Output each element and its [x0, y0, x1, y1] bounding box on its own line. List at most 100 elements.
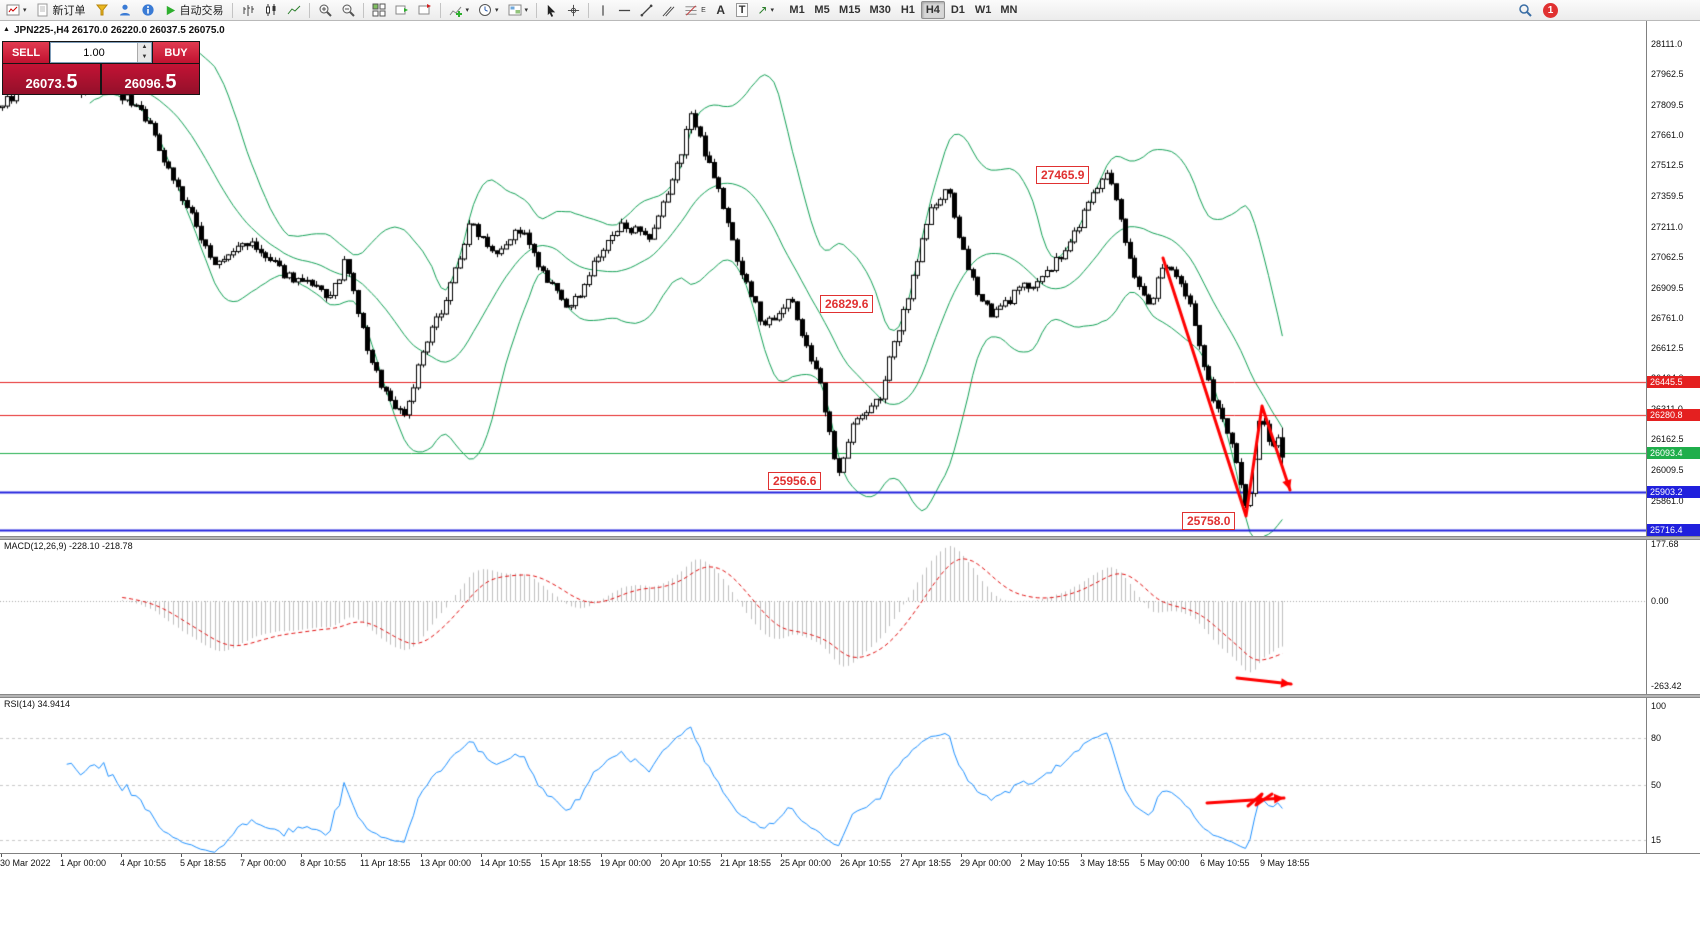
price-callout: 27465.9 [1036, 165, 1090, 184]
arrow-shape-icon: ↗ [757, 3, 768, 17]
timeframe-mn[interactable]: MN [1000, 4, 1018, 16]
sell-button[interactable]: SELL [3, 42, 49, 63]
panel-separator[interactable] [0, 536, 1700, 540]
timeframe-h4[interactable]: H4 [920, 1, 945, 19]
price-tag: 26093.4 [1647, 447, 1700, 460]
timeframe-w1[interactable]: W1 [974, 4, 992, 16]
time-axis-tick [61, 854, 62, 857]
navigator-button[interactable] [114, 1, 136, 19]
autotrading-button[interactable]: 自动交易 [160, 1, 228, 19]
sell-price[interactable]: 26073. 5 [3, 64, 100, 94]
price-axis-label: 25861.0 [1651, 495, 1684, 506]
label-tool-button[interactable]: T [732, 1, 753, 19]
macd-axis-label: -263.42 [1651, 681, 1682, 691]
time-axis-tick [541, 854, 542, 857]
toolbar-separator [439, 2, 441, 18]
shapes-tool-button[interactable]: ↗ ▾ [753, 1, 778, 19]
crosshair-icon [567, 4, 580, 16]
time-axis-label: 20 Apr 10:55 [660, 858, 712, 868]
trendline-tool-button[interactable] [636, 1, 657, 19]
timeframe-m15[interactable]: M15 [839, 4, 861, 16]
price-axis[interactable]: 28111.0 27962.5 27809.5 27661.0 27512.5 27359… [1646, 21, 1700, 853]
macd-canvas[interactable] [0, 540, 1646, 694]
timeframe-m1[interactable]: M1 [789, 4, 805, 16]
channel-tool-button[interactable] [658, 1, 679, 19]
notification-badge[interactable]: 1 [1543, 2, 1558, 18]
templates-button[interactable]: ▾ [504, 1, 533, 19]
time-axis-label: 2 May 10:55 [1020, 858, 1070, 868]
text-a-icon: A [716, 3, 726, 17]
price-axis-label: 27211.0 [1651, 221, 1683, 232]
price-axis-label: 27062.5 [1651, 251, 1684, 262]
search-icon [1519, 4, 1532, 17]
line-chart-mode-button[interactable] [283, 1, 305, 19]
time-axis-label: 11 Apr 18:55 [360, 858, 411, 868]
time-axis-tick [841, 854, 842, 857]
time-axis-tick [481, 854, 482, 857]
new-chart-icon [6, 4, 20, 16]
timeframe-d1[interactable]: D1 [950, 4, 965, 16]
price-callout: 26829.6 [820, 294, 874, 313]
macd-axis-label: 177.68 [1651, 539, 1679, 549]
crosshair-button[interactable] [563, 1, 584, 19]
time-axis-tick [1261, 854, 1262, 857]
price-callout: 25956.6 [768, 472, 822, 491]
volume-increase-button[interactable]: ▲ [138, 43, 151, 53]
fibonacci-icon [685, 5, 697, 15]
new-chart-button[interactable]: ▾ [2, 1, 31, 19]
data-window-button[interactable] [91, 1, 113, 19]
horizontal-line-tool-button[interactable] [614, 1, 635, 19]
price-tag: 25716.4 [1647, 523, 1700, 536]
rsi-axis-label: 80 [1651, 732, 1662, 743]
chart-shift-button[interactable] [414, 1, 436, 19]
auto-scroll-button[interactable] [391, 1, 413, 19]
search-button[interactable] [1514, 1, 1536, 19]
new-order-button[interactable]: 新订单 [32, 1, 90, 19]
candlestick-mode-button[interactable] [260, 1, 282, 19]
buy-price[interactable]: 26096. 5 [102, 64, 199, 94]
rsi-title: RSI(14) 34.9414 [4, 699, 71, 709]
zoom-out-button[interactable] [337, 1, 359, 19]
time-axis-label: 6 May 10:55 [1200, 858, 1250, 868]
zoom-in-button[interactable] [314, 1, 336, 19]
time-axis-label: 29 Apr 00:00 [960, 858, 1012, 868]
main-chart-canvas[interactable] [0, 21, 1646, 536]
sell-price-pips: 5 [66, 71, 78, 93]
horizontal-line-icon [618, 9, 631, 11]
sell-price-main: 26073. [25, 76, 66, 91]
rsi-canvas[interactable] [0, 698, 1646, 853]
periods-button[interactable]: ▾ [474, 1, 503, 19]
buy-button[interactable]: BUY [153, 42, 199, 63]
vertical-line-tool-button[interactable] [593, 1, 613, 19]
cursor-button[interactable] [541, 1, 562, 19]
toolbar-separator [588, 2, 590, 18]
volume-spinner: ▲ ▼ [137, 43, 151, 62]
price-axis-label: 26761.0 [1651, 312, 1684, 323]
dropdown-caret-icon: ▾ [23, 6, 27, 14]
price-axis-label: 27809.5 [1651, 100, 1684, 111]
time-axis[interactable]: 30 Mar 2022 1 Apr 00:00 4 Apr 10:55 5 Apr 1… [0, 853, 1700, 871]
time-axis-tick [1081, 854, 1082, 857]
clock-icon [479, 4, 492, 16]
bar-chart-icon [243, 5, 254, 16]
timeframe-h1[interactable]: H1 [900, 4, 915, 16]
bar-chart-mode-button[interactable] [237, 1, 259, 19]
text-tool-button[interactable]: A [711, 1, 731, 19]
panel-separator[interactable] [0, 694, 1700, 698]
indicators-button[interactable]: ▾ [445, 1, 474, 19]
timeframe-m5[interactable]: M5 [814, 4, 830, 16]
fibonacci-tool-button[interactable]: E [680, 1, 710, 19]
channel-icon [662, 5, 675, 16]
volume-input[interactable] [51, 43, 137, 62]
volume-decrease-button[interactable]: ▼ [138, 52, 151, 62]
cursor-arrow-icon [547, 4, 556, 17]
time-axis-tick [661, 854, 662, 857]
info-icon [141, 4, 154, 16]
terminal-info-button[interactable] [137, 1, 159, 19]
tile-windows-button[interactable] [368, 1, 390, 19]
buy-price-main: 26096. [124, 76, 165, 91]
price-axis-label: 27962.5 [1651, 69, 1684, 80]
timeframe-m30[interactable]: M30 [869, 4, 891, 16]
time-axis-label: 8 Apr 10:55 [300, 858, 347, 868]
dropdown-caret-icon: ▾ [465, 6, 470, 14]
